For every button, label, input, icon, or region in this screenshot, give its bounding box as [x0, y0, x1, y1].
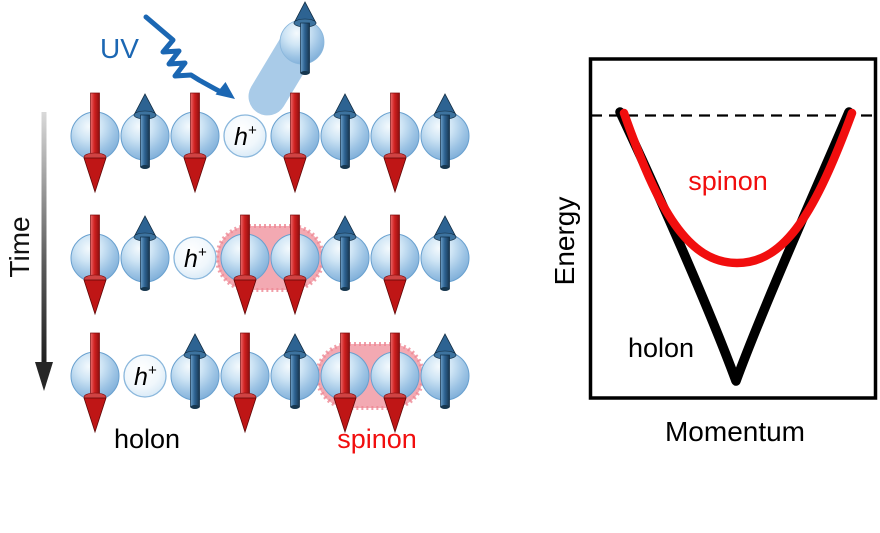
chain-site-up [420, 215, 470, 292]
chain-site-up [420, 93, 470, 170]
chain-site-down [70, 332, 120, 433]
spinon-dispersion-curve [619, 108, 857, 268]
chain-site-down [370, 214, 420, 315]
chain-site-down [220, 332, 270, 433]
spinon-caption: spinon [337, 424, 417, 454]
photoelectron-spin-arrow [293, 1, 317, 75]
chain-site-down [170, 92, 220, 193]
chain-site-up [320, 93, 370, 170]
energy-axis-label: Energy [549, 197, 580, 286]
uv-label: UV [100, 33, 139, 64]
spin-chain-row [70, 214, 470, 315]
chain-site-up [120, 93, 170, 170]
chain-site-up [170, 333, 220, 410]
time-axis-arrowhead [35, 362, 53, 391]
photoelectron [248, 1, 325, 116]
chain-site-hole [223, 114, 267, 158]
chain-site-hole [173, 236, 217, 280]
chain-site-down [70, 214, 120, 315]
chain-site-hole [123, 354, 167, 398]
uv-photon-arrow [143, 14, 224, 95]
chain-site-up [420, 333, 470, 410]
spin-chain-rows [70, 92, 470, 433]
spinon-curve-label: spinon [688, 166, 768, 196]
dispersion-panel: spinon holon Energy Momentum [549, 57, 878, 447]
holon-caption: holon [114, 424, 180, 454]
spin-chain-row [70, 332, 470, 433]
chain-site-up [270, 333, 320, 410]
momentum-axis-label: Momentum [665, 416, 805, 447]
plot-frame [588, 57, 878, 400]
chain-site-up [320, 215, 370, 292]
time-axis: Time [4, 112, 53, 391]
chain-site-up [120, 215, 170, 292]
chain-site-down [70, 92, 120, 193]
chain-site-down [370, 92, 420, 193]
uv-arrowhead-icon [215, 82, 235, 99]
spin-chain-panel: Time UV holon spinon [4, 1, 470, 454]
time-axis-label: Time [4, 216, 35, 277]
holon-curve-label: holon [628, 333, 694, 363]
